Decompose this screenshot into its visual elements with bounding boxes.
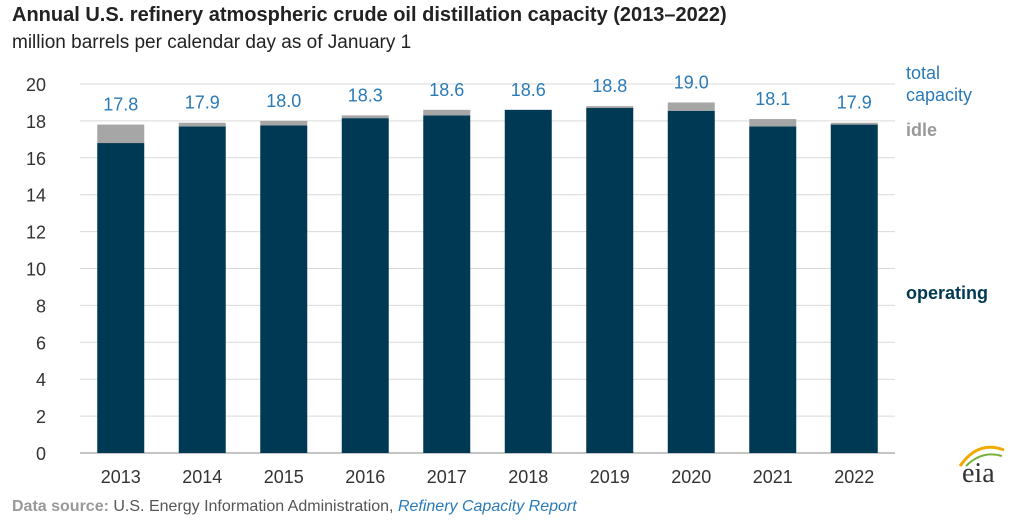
y-tick-label: 16 <box>26 149 46 169</box>
bar-idle <box>341 115 389 119</box>
y-tick-label: 4 <box>36 370 46 390</box>
legend-idle: idle <box>906 120 938 140</box>
chart-subtitle: million barrels per calendar day as of J… <box>12 32 412 53</box>
x-tick-label: 2017 <box>427 467 467 487</box>
total-label: 17.9 <box>837 93 872 113</box>
eia-logo-text: eia <box>962 458 995 489</box>
y-tick-label: 18 <box>26 112 46 132</box>
x-tick-label: 2021 <box>753 467 793 487</box>
x-tick-label: 2022 <box>834 467 874 487</box>
bar-idle <box>586 106 634 108</box>
x-tick-label: 2018 <box>508 467 548 487</box>
source-text: U.S. Energy Information Administration, <box>113 498 394 515</box>
total-label: 18.6 <box>511 80 546 100</box>
y-tick-label: 0 <box>36 444 46 464</box>
total-label: 18.0 <box>266 91 301 111</box>
bar-operating <box>504 109 552 453</box>
x-tick-label: 2013 <box>101 467 141 487</box>
total-label: 17.8 <box>103 95 138 115</box>
bar-operating <box>97 143 145 454</box>
bar-idle <box>260 120 308 126</box>
y-tick-label: 14 <box>26 186 46 206</box>
y-tick-label: 2 <box>36 407 46 427</box>
bar-operating <box>341 118 389 453</box>
bar-idle <box>178 122 226 127</box>
bar-idle <box>830 122 878 125</box>
bar-idle <box>667 102 715 111</box>
legend-operating: operating <box>906 283 989 303</box>
y-tick-label: 12 <box>26 223 46 243</box>
data-source: Data source: U.S. Energy Information Adm… <box>12 498 577 516</box>
y-tick-label: 6 <box>36 333 46 353</box>
x-tick-label: 2015 <box>264 467 304 487</box>
total-label: 17.9 <box>185 93 220 113</box>
source-label: Data source: <box>12 498 109 515</box>
y-tick-label: 20 <box>26 75 46 95</box>
x-tick-label: 2019 <box>590 467 630 487</box>
bar-operating <box>423 115 471 454</box>
total-label: 18.3 <box>348 85 383 105</box>
bar-operating <box>260 125 308 453</box>
total-label: 19.0 <box>674 72 709 92</box>
bar-idle <box>423 109 471 116</box>
eia-logo: eia <box>958 445 1005 490</box>
total-label: 18.6 <box>429 80 464 100</box>
total-label: 18.1 <box>755 89 790 109</box>
bar-operating <box>830 124 878 453</box>
legend-total-capacity: total capacity <box>906 63 973 105</box>
eia-logo-swoosh <box>958 445 1005 467</box>
y-tick-label: 8 <box>36 296 46 316</box>
source-link[interactable]: Refinery Capacity Report <box>397 498 577 515</box>
x-tick-label: 2016 <box>345 467 385 487</box>
bar-operating <box>667 110 715 453</box>
bar-idle <box>97 124 145 144</box>
bar-operating <box>586 107 634 454</box>
total-label: 18.8 <box>592 76 627 96</box>
bar-idle <box>749 119 797 127</box>
y-tick-label: 10 <box>26 260 46 280</box>
x-tick-label: 2014 <box>182 467 222 487</box>
bar-operating <box>749 126 797 453</box>
chart-title: Annual U.S. refinery atmospheric crude o… <box>12 4 727 26</box>
x-tick-label: 2020 <box>671 467 711 487</box>
bar-operating <box>178 126 226 453</box>
